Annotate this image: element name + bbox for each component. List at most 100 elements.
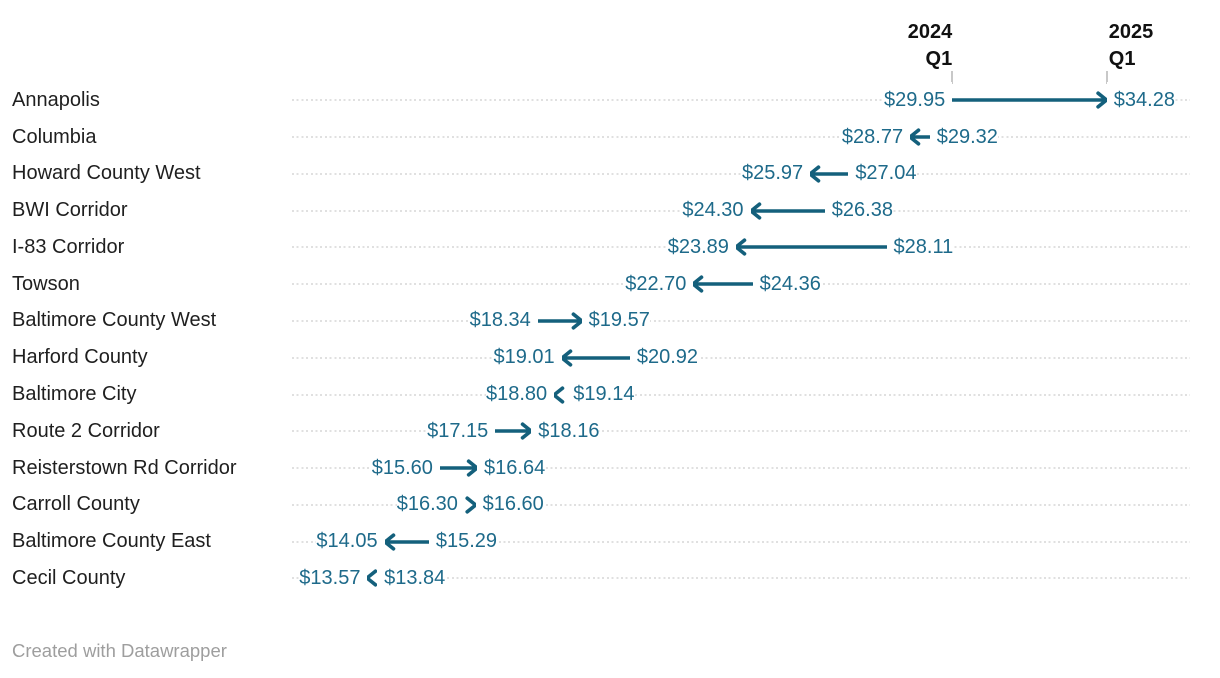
trend-arrow-path (535, 312, 584, 330)
value-label-left: $24.30 (682, 192, 751, 230)
chart-rows: Annapolis $29.95 $34.28 Columbia $28.77 … (0, 82, 1220, 597)
axis-tick-2024 (951, 71, 954, 84)
value-label-left: $23.89 (667, 229, 736, 266)
chart-row: Route 2 Corridor $17.15 $18.16 (0, 412, 1220, 450)
dotted-leader-line (292, 319, 1190, 322)
value-label-left: $16.30 (396, 486, 465, 524)
dotted-leader-line (292, 172, 1190, 175)
column-quarter-2024: Q1 (925, 48, 953, 70)
region-label: Route 2 Corridor (12, 419, 160, 442)
chart-row: BWI Corridor $24.30 $26.38 (0, 192, 1220, 230)
region-label: Reisterstown Rd Corridor (12, 456, 237, 479)
region-label: BWI Corridor (12, 199, 128, 222)
value-label-right: $13.84 (377, 559, 446, 597)
dotted-leader-line (292, 430, 1190, 433)
value-label-left: $22.70 (625, 265, 694, 303)
trend-arrow-path (493, 422, 534, 440)
column-year-2025: 2025 (1108, 21, 1154, 43)
trend-arrow-icon (804, 158, 855, 189)
value-label-right: $27.04 (848, 155, 917, 193)
chart-row: Baltimore City $18.80 $19.14 (0, 376, 1220, 413)
value-label-left: $17.15 (427, 412, 496, 450)
value-label-right: $19.14 (566, 376, 635, 413)
chart-row: Baltimore County West $18.34 $19.57 (0, 302, 1220, 340)
trend-arrow-path (908, 128, 932, 146)
dotted-leader-line (292, 136, 1190, 139)
value-label-left: $18.34 (469, 302, 538, 340)
value-label-left: $14.05 (316, 523, 385, 560)
region-label: Cecil County (12, 566, 126, 589)
trend-arrow-path (365, 569, 378, 587)
value-label-left: $13.57 (299, 559, 368, 597)
region-label: Towson (12, 272, 80, 295)
dotted-leader-line (292, 503, 1190, 506)
trend-arrow-path (748, 202, 827, 220)
trend-arrow-path (950, 91, 1109, 109)
chart-row: Towson $22.70 $24.36 (0, 265, 1220, 303)
trend-arrow-path (465, 496, 478, 514)
dotted-leader-line (292, 99, 1190, 102)
chart-row: Carroll County $16.30 $16.60 (0, 486, 1220, 524)
region-label: Howard County West (12, 162, 201, 185)
chart-row: Columbia $28.77 $29.32 (0, 118, 1220, 156)
trend-arrow-icon (378, 526, 435, 557)
chart-row: I-83 Corridor $23.89 $28.11 (0, 229, 1220, 266)
value-label-right: $15.29 (428, 523, 498, 560)
trend-arrow-icon (433, 453, 484, 484)
value-label-right: $16.64 (477, 449, 546, 487)
value-label-left: $25.97 (741, 155, 811, 193)
region-label: Baltimore County West (12, 309, 217, 332)
region-label: Harford County (12, 346, 148, 369)
column-header-2025: 2025 Q1 (1109, 19, 1154, 73)
chart-row: Baltimore County East $14.05 $15.29 (0, 523, 1220, 560)
trend-arrow-icon (729, 232, 893, 263)
trend-arrow-icon (946, 85, 1113, 116)
trend-arrow-icon (489, 416, 538, 447)
datawrapper-credit: Created with Datawrapper (12, 640, 227, 661)
value-label-right: $26.38 (824, 192, 893, 230)
dotted-leader-line (292, 540, 1190, 543)
region-label: Columbia (12, 125, 97, 148)
column-header-2024: 2024 Q1 (908, 19, 953, 73)
value-label-right: $16.60 (475, 486, 544, 524)
region-label: Annapolis (12, 88, 100, 111)
value-label-right: $28.11 (886, 229, 954, 266)
trend-arrow-path (734, 238, 889, 257)
chart-row: Cecil County $13.57 $13.84 (0, 559, 1220, 597)
trend-arrow-icon (744, 195, 831, 226)
chart-row: Harford County $19.01 $20.92 (0, 339, 1220, 377)
dotted-leader-line (292, 467, 1190, 470)
value-label-right: $34.28 (1106, 82, 1175, 119)
column-quarter-2025: Q1 (1108, 48, 1136, 70)
value-label-right: $19.57 (581, 302, 650, 340)
trend-arrow-icon (555, 342, 636, 373)
chart-row: Reisterstown Rd Corridor $15.60 $16.64 (0, 449, 1220, 487)
trend-arrow-path (559, 349, 632, 367)
chart-row: Howard County West $25.97 $27.04 (0, 155, 1220, 193)
value-label-left: $19.01 (493, 339, 562, 377)
value-label-left: $28.77 (841, 118, 911, 156)
region-label: I-83 Corridor (12, 235, 125, 258)
trend-arrow-path (438, 459, 479, 477)
dotted-leader-line (292, 577, 1190, 580)
trend-arrow-path (691, 275, 755, 293)
trend-arrow-path (382, 532, 431, 551)
value-label-left: $15.60 (371, 449, 440, 487)
axis-tick-2025 (1105, 71, 1108, 84)
value-label-right: $29.32 (929, 118, 998, 156)
trend-arrow-path (808, 165, 851, 183)
region-label: Baltimore City (12, 383, 137, 405)
value-label-right: $18.16 (531, 412, 600, 450)
value-label-left: $29.95 (884, 82, 953, 119)
dotted-leader-line (292, 356, 1190, 359)
trend-arrow-icon (687, 269, 759, 300)
trend-arrow-path (552, 385, 565, 404)
region-label: Baltimore County East (12, 530, 211, 553)
chart-row: Annapolis $29.95 $34.28 (0, 82, 1220, 119)
column-year-2024: 2024 (907, 21, 953, 43)
trend-arrow-icon (531, 305, 588, 336)
dotted-leader-line (292, 393, 1190, 396)
region-label: Carroll County (12, 493, 140, 516)
value-label-left: $18.80 (486, 376, 555, 413)
